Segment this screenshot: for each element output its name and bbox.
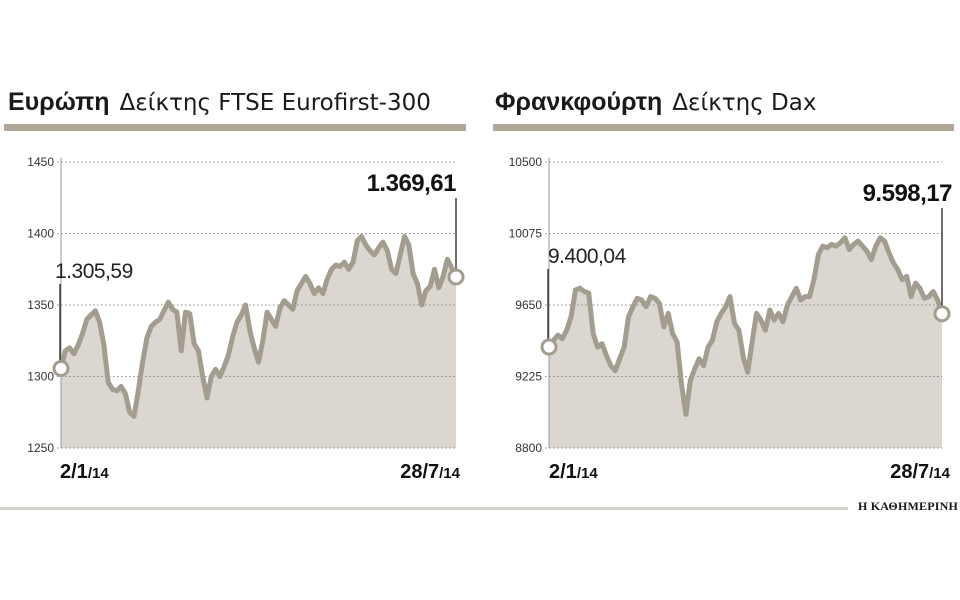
end-marker [447,268,465,286]
area-fill [61,236,456,448]
title-rule [493,124,954,131]
footer-rule [0,507,848,510]
title-rule [4,124,466,131]
y-tick-label: 1450 [27,155,54,169]
date-start-daymonth: 2/1 [60,461,88,483]
series-line [546,235,945,417]
chart-europe: 125013001350140014501.305,591.369,612/1/… [27,155,465,483]
start-marker [540,338,558,356]
y-tick-label: 1300 [27,370,54,384]
y-tick-label: 1250 [27,441,54,455]
end-value-label: 9.598,17 [863,180,953,207]
y-tick-label: 8800 [515,441,542,455]
date-start-year: /14 [88,465,110,482]
series-line [58,233,459,419]
y-tick-label: 1400 [27,227,54,241]
index-name-label: Δείκτης Dax [672,90,817,116]
end-marker [933,305,951,323]
date-start-year: /14 [577,465,599,482]
panel-title-frankfurt: Φρανκφούρτη Δείκτης Dax [495,88,816,117]
source-label: Η ΚΑΘΗΜΕΡΙΝΗ [858,499,959,513]
region-label: Φρανκφούρτη [495,88,663,116]
date-end-year: /14 [439,465,461,482]
end-value-label: 1.369,61 [367,170,457,197]
date-start-label: 2/1/14 [549,461,598,483]
date-start-daymonth: 2/1 [549,461,577,483]
date-start-label: 2/1/14 [60,461,109,483]
chart-frankfurt: 8800 9225 9650 10075 10500 9.400,04 9.598,17 2/… [509,155,953,483]
date-end-label: 28/7/14 [890,461,950,483]
index-name-label: Δείκτης FTSE Eurofirst-300 [119,90,431,116]
date-end-year: /14 [929,465,951,482]
start-marker [52,360,70,378]
region-label: Ευρώπη [8,88,110,116]
y-tick-label: 1350 [27,298,54,312]
area-fill [549,237,942,448]
y-tick-label: 10500 [509,155,543,169]
start-value-label: 9.400,04 [548,245,627,268]
date-end-daymonth: 28/7 [400,461,439,483]
y-tick-label: 10075 [509,227,543,241]
start-value-label: 1.305,59 [55,260,133,283]
y-tick-label: 9650 [515,298,542,312]
date-end-label: 28/7/14 [400,461,460,483]
y-tick-label: 9225 [515,370,542,384]
panel-title-europe: Ευρώπη Δείκτης FTSE Eurofirst-300 [8,88,431,117]
date-end-daymonth: 28/7 [890,461,929,483]
